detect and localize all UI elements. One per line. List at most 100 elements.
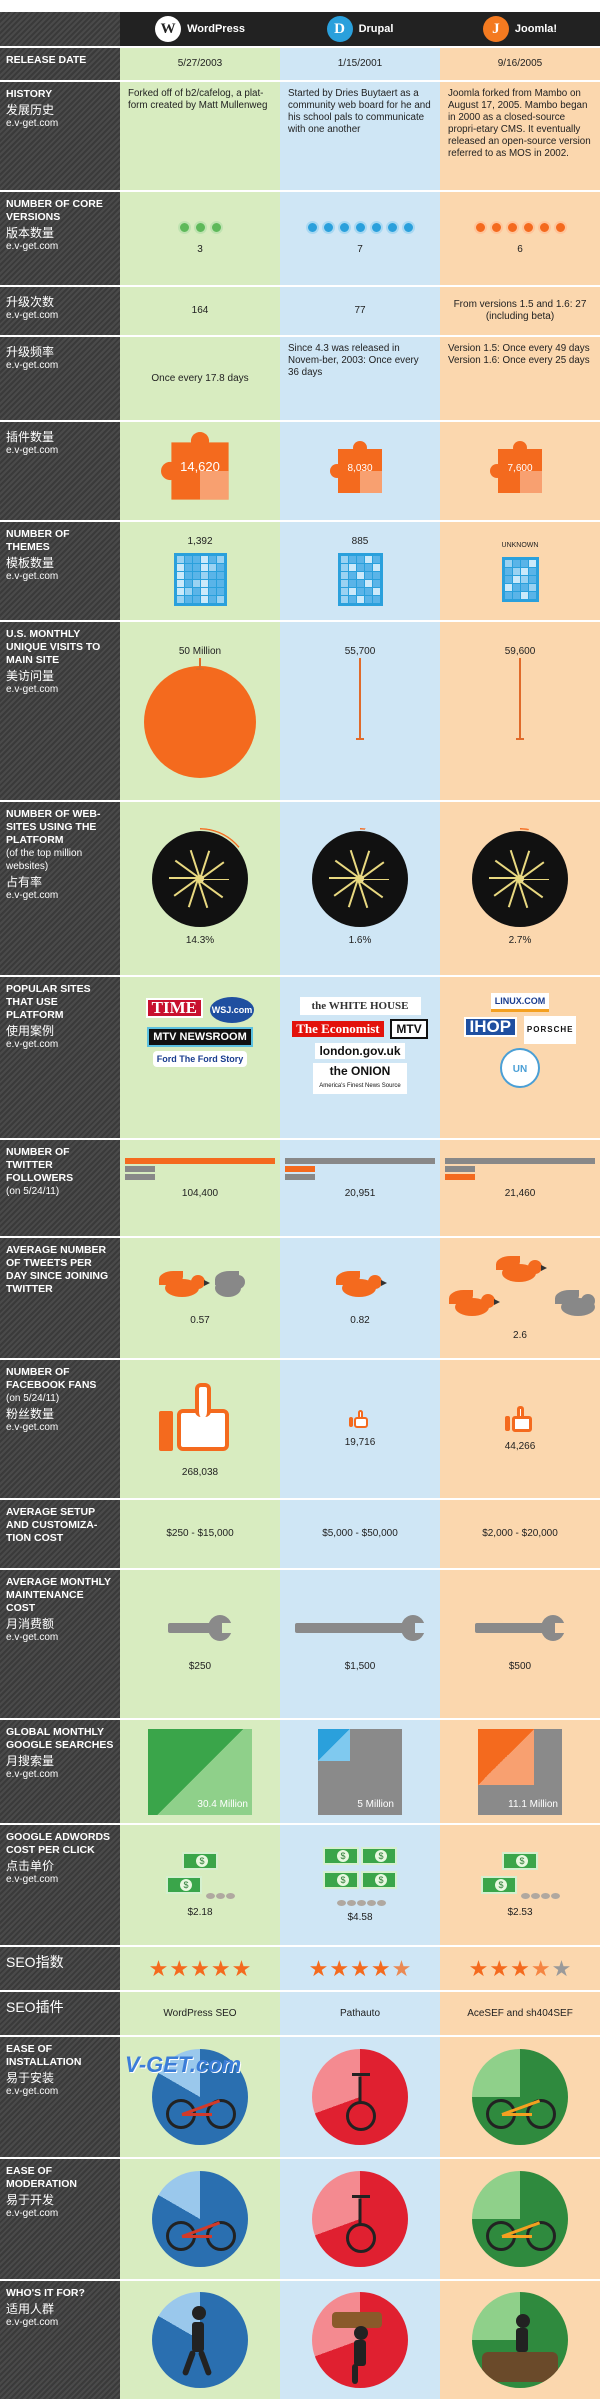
search-volume-square: 11.1 Million	[478, 1728, 562, 1815]
wordpress-google-searches: 30.4 Million	[120, 1720, 280, 1823]
seo-plugin-label: SEO插件	[6, 1999, 64, 2015]
white-house-logo: the WHITE HOUSE	[299, 997, 421, 1015]
follower-bars	[125, 1156, 275, 1182]
onion-logo: the ONION America's Finest News Source	[313, 1063, 407, 1094]
ihop-logo: IHOP	[463, 1017, 518, 1037]
row-core-versions: Number of Core Versions 版本数量 e.v-get.com 3…	[0, 190, 600, 285]
wordpress-history: Forked off of b2/cafelog, a plat-form cr…	[128, 88, 268, 111]
joomla-seo-rating: ★ ★ ★ ★ ★	[440, 1947, 600, 1990]
wordpress-seo-plugin: WordPress SEO	[163, 2007, 237, 2019]
joomla-popular-sites: LINUX.COM IHOP PORSCHE UN	[440, 977, 600, 1138]
drupal-seo-plugin: Pathauto	[339, 2007, 381, 2019]
unicycle-icon	[312, 2049, 408, 2145]
drupal-release-date: 1/15/2001	[337, 58, 383, 69]
version-dots	[177, 221, 223, 234]
whos-it-for-label: Who's It For? 适用人群 e.v-get.com	[6, 2287, 85, 2328]
joomla-core-versions: 6	[440, 192, 600, 285]
wordpress-header: W WordPress	[120, 12, 280, 46]
row-maintenance-cost: Average Monthly Maintenance Cost 月消费额 e.v-…	[0, 1568, 600, 1718]
drupal-visits: 55,700	[280, 622, 440, 800]
bicycle-icon	[152, 2049, 248, 2145]
money-icon	[480, 1851, 560, 1899]
row-plugins: 插件数量 e.v-get.com 14,620 8,030 7,600	[0, 420, 600, 520]
wordpress-tweets-per-day: 0.57	[120, 1238, 280, 1358]
climbing-person-icon	[312, 2292, 408, 2388]
wrench-icon	[475, 1615, 567, 1641]
drupal-themes: 885	[280, 522, 440, 620]
bicycle-icon	[472, 2049, 568, 2145]
thumbs-up-icon	[349, 1409, 371, 1429]
wordpress-moderation	[120, 2159, 280, 2279]
drupal-title: Drupal	[358, 23, 394, 35]
core-versions-label: Number of Core Versions 版本数量 e.v-get.com	[6, 198, 103, 252]
joomla-maintenance-cost: $500	[440, 1570, 600, 1718]
joomla-audience	[440, 2281, 600, 2399]
joomla-facebook-fans: 44,266	[440, 1360, 600, 1498]
wordpress-themes: 1,392	[120, 522, 280, 620]
drupal-seo-rating: ★ ★ ★ ★ ★	[280, 1947, 440, 1990]
wordpress-twitter-followers: 104,400	[120, 1140, 280, 1236]
row-tweets-per-day: Average Number of Tweets per Day Since J…	[0, 1236, 600, 1358]
bicycle-icon	[472, 2171, 568, 2267]
money-icon	[165, 1851, 235, 1899]
drupal-popular-sites: the WHITE HOUSE The Economist MTV london…	[280, 977, 440, 1138]
bird-icon	[551, 1288, 595, 1322]
joomla-release-date: 9/16/2005	[497, 58, 543, 69]
search-volume-square: 30.4 Million	[148, 1728, 252, 1815]
joomla-visits: 59,600	[440, 622, 600, 800]
bird-icon	[445, 1288, 501, 1322]
joomla-column	[440, 12, 600, 2399]
joomla-moderation	[440, 2159, 600, 2279]
row-themes: Number of Themes 模板数量 e.v-get.com 1,392 88…	[0, 520, 600, 620]
joomla-history: Joomla forked from Mambo on August 17, 2…	[448, 88, 591, 159]
drupal-maintenance-cost: $1,500	[280, 1570, 440, 1718]
drupal-twitter-followers: 20,951	[280, 1140, 440, 1236]
drupal-websites: 1.6%	[280, 802, 440, 975]
twitter-followers-label: Number of Twitter Followers (on 5/24/11)	[6, 1146, 74, 1197]
row-seo-rating: SEO指数 ★ ★ ★ ★ ★ ★ ★ ★ ★ ★ ★ ★ ★ ★ ★	[0, 1945, 600, 1990]
gauge-icon	[469, 827, 571, 930]
row-facebook-fans: Number of Facebook Fans (on 5/24/11) 粉丝数量 e…	[0, 1358, 600, 1498]
tweets-per-day-label: Average Number of Tweets per Day Since J…	[6, 1244, 109, 1295]
wordpress-logo-icon: W	[155, 16, 182, 42]
websites-label: Number of Web-sites Using the Platform (o…	[6, 808, 101, 901]
row-popular-sites: Popular Sites That Use Platform 使用案例 e.v-g…	[0, 975, 600, 1138]
puzzle-icon: 14,620	[161, 432, 239, 510]
wordpress-title: WordPress	[187, 23, 245, 35]
wsj-logo: WSJ.com	[209, 997, 255, 1023]
joomla-google-searches: 11.1 Million	[440, 1720, 600, 1823]
drupal-tweets-per-day: 0.82	[280, 1238, 440, 1358]
popular-sites-label: Popular Sites That Use Platform 使用案例 e.v-g…	[6, 983, 91, 1050]
joomla-twitter-followers: 21,460	[440, 1140, 600, 1236]
row-ease-of-moderation: Ease of Moderation 易于开发 e.v-get.com	[0, 2157, 600, 2279]
drupal-setup-cost: $5,000 - $50,000	[322, 1528, 398, 1539]
money-icon	[322, 1846, 398, 1906]
drupal-audience	[280, 2281, 440, 2399]
porsche-logo: PORSCHE	[523, 1016, 577, 1044]
wordpress-popular-sites: TIME WSJ.com MTV NEWSROOM Ford The Ford …	[120, 977, 280, 1138]
follower-bars	[445, 1156, 595, 1182]
puzzle-icon: 8,030	[330, 441, 390, 501]
visits-circle	[144, 666, 256, 778]
visits-label: U.S. Monthly Unique Visits to Main Site 美…	[6, 628, 101, 695]
joomla-adwords-cost: $2.53	[440, 1825, 600, 1945]
drupal-upgrade-frequency: Since 4.3 was released in Novem-ber, 200…	[288, 343, 419, 378]
bicycle-icon	[152, 2171, 248, 2267]
wrench-icon	[295, 1615, 427, 1641]
drupal-history: Started by Dries Buytaert as a community…	[288, 88, 431, 135]
joomla-logo-icon: J	[482, 16, 509, 42]
wordpress-setup-cost: $250 - $15,000	[166, 1528, 234, 1539]
themes-label: Number of Themes 模板数量 e.v-get.com	[6, 528, 70, 582]
thumbs-up-icon	[505, 1405, 535, 1433]
gauge-icon	[149, 827, 251, 930]
joomla-upgrade-frequency: Version 1.5: Once every 49 days Version …	[448, 343, 590, 366]
theme-grid-icon	[173, 553, 227, 606]
row-release-date: Release Date 5/27/2003 1/15/2001 9/16/20…	[0, 46, 600, 80]
wordpress-visits: 50 Million	[120, 622, 280, 800]
wordpress-core-versions: 3	[120, 192, 280, 285]
drupal-upgrades: 77	[354, 305, 366, 316]
joomla-title: Joomla!	[514, 23, 558, 35]
row-upgrade-frequency: 升级频率 e.v-get.com Once every 17.8 days Sin…	[0, 335, 600, 420]
time-logo: TIME	[145, 998, 204, 1018]
row-ease-of-installation: Ease of Installation 易于安装 e.v-get.com	[0, 2035, 600, 2157]
